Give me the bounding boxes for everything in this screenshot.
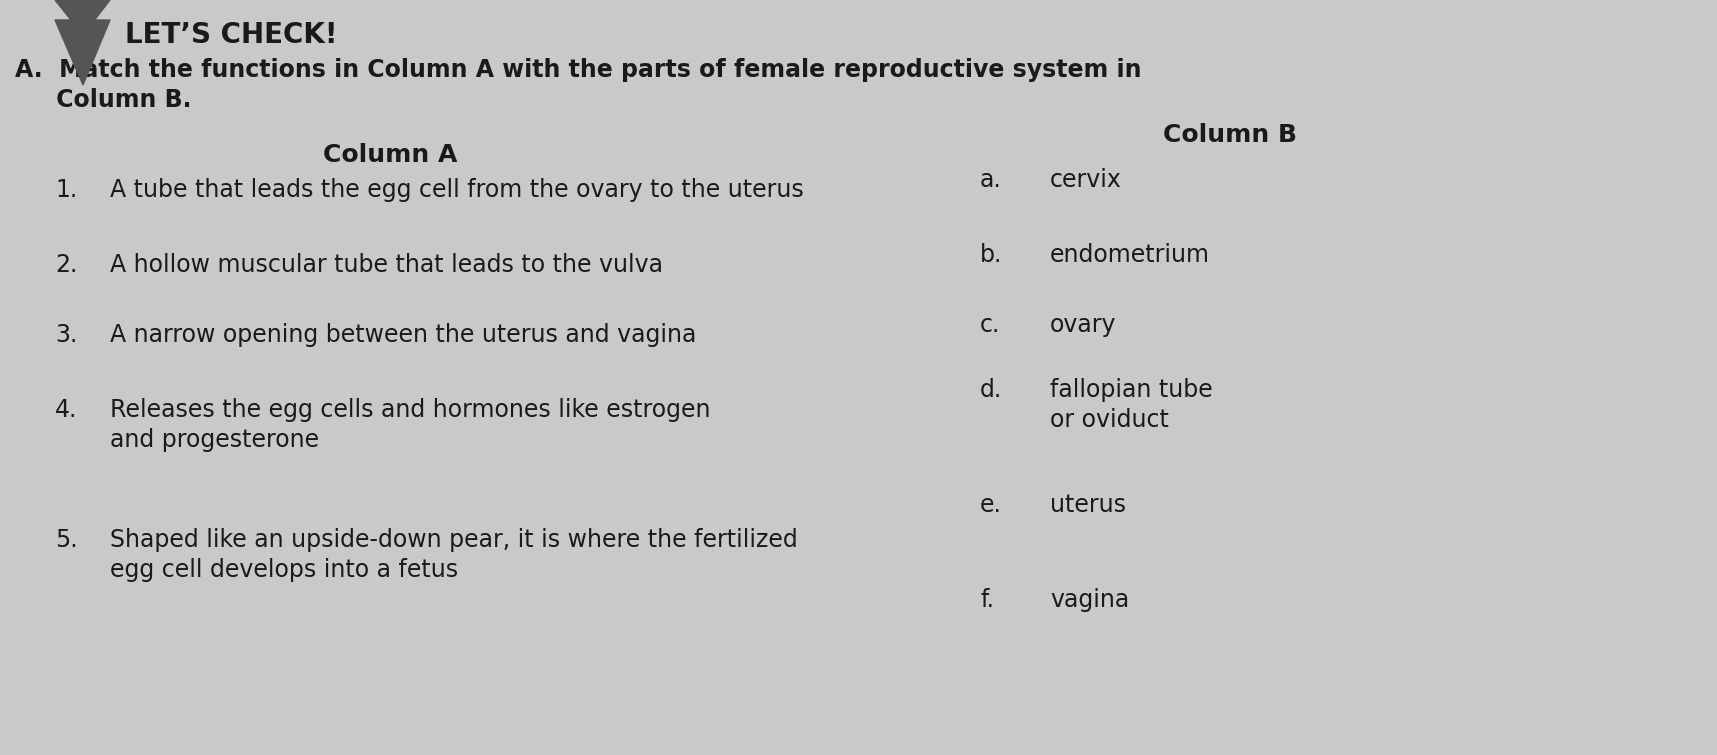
Text: ovary: ovary xyxy=(1051,313,1116,337)
Text: fallopian tube: fallopian tube xyxy=(1051,378,1212,402)
Text: a.: a. xyxy=(980,168,1001,192)
Text: Column B: Column B xyxy=(1162,123,1296,147)
Text: endometrium: endometrium xyxy=(1051,243,1210,267)
Text: A.  Match the functions in Column A with the parts of female reproductive system: A. Match the functions in Column A with … xyxy=(15,58,1142,82)
Text: A tube that leads the egg cell from the ovary to the uterus: A tube that leads the egg cell from the … xyxy=(110,178,804,202)
Text: 5.: 5. xyxy=(55,528,77,552)
Text: f.: f. xyxy=(980,588,994,612)
Text: and progesterone: and progesterone xyxy=(110,428,319,452)
Text: 2.: 2. xyxy=(55,253,77,277)
Text: A narrow opening between the uterus and vagina: A narrow opening between the uterus and … xyxy=(110,323,697,347)
Text: e.: e. xyxy=(980,493,1003,517)
Text: b.: b. xyxy=(980,243,1003,267)
Polygon shape xyxy=(55,20,110,85)
Text: 4.: 4. xyxy=(55,398,77,422)
Text: A hollow muscular tube that leads to the vulva: A hollow muscular tube that leads to the… xyxy=(110,253,663,277)
Text: vagina: vagina xyxy=(1051,588,1130,612)
Text: d.: d. xyxy=(980,378,1003,402)
Text: 3.: 3. xyxy=(55,323,77,347)
Text: Column A: Column A xyxy=(323,143,457,167)
Text: uterus: uterus xyxy=(1051,493,1126,517)
Text: c.: c. xyxy=(980,313,1001,337)
Text: Releases the egg cells and hormones like estrogen: Releases the egg cells and hormones like… xyxy=(110,398,711,422)
Text: cervix: cervix xyxy=(1051,168,1121,192)
Text: egg cell develops into a fetus: egg cell develops into a fetus xyxy=(110,558,458,582)
Text: 1.: 1. xyxy=(55,178,77,202)
Text: Column B.: Column B. xyxy=(15,88,192,112)
Text: or oviduct: or oviduct xyxy=(1051,408,1169,432)
Text: Shaped like an upside-down pear, it is where the fertilized: Shaped like an upside-down pear, it is w… xyxy=(110,528,798,552)
Text: LET’S CHECK!: LET’S CHECK! xyxy=(125,21,338,49)
Polygon shape xyxy=(55,0,110,35)
